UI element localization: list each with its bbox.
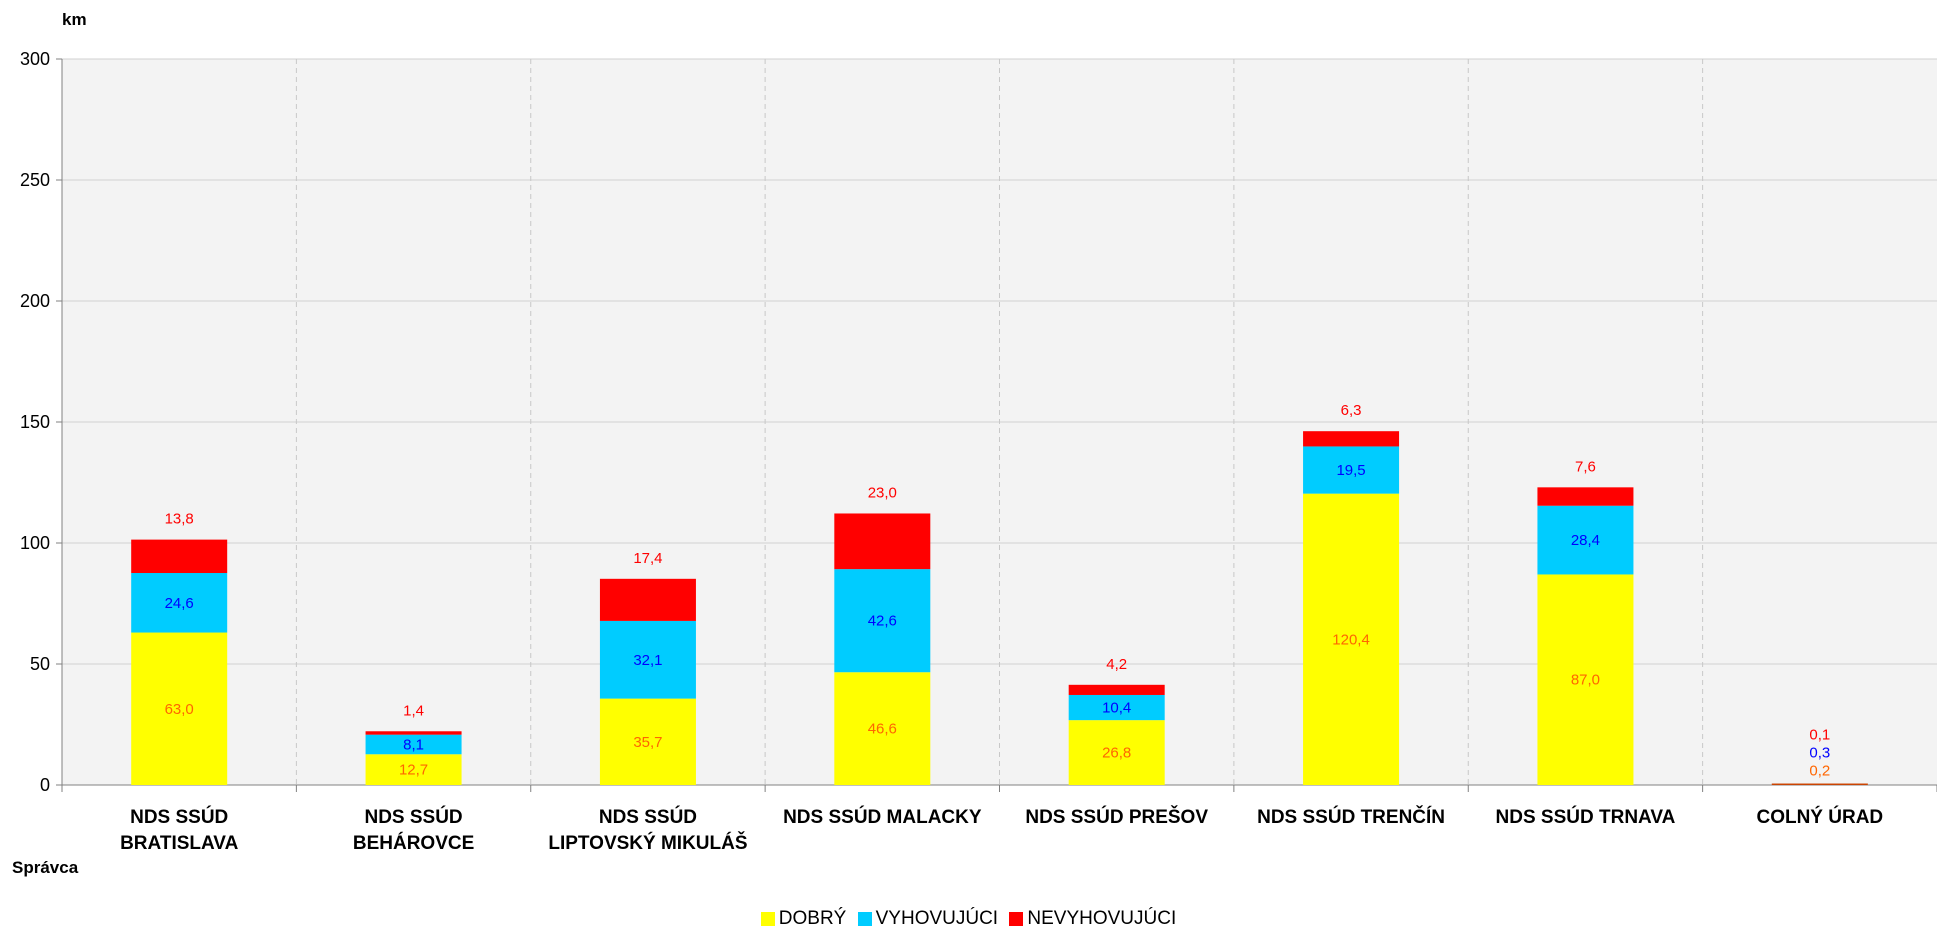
bar-segment	[131, 573, 228, 633]
bar-segment	[1068, 694, 1165, 721]
y-tick-label: 300	[20, 49, 50, 69]
data-label: 35,7	[633, 734, 662, 751]
x-tick-label-line: NDS SSÚD MALACKY	[783, 806, 982, 828]
x-tick-label-line: NDS SSÚD PREŠOV	[1025, 806, 1208, 828]
bar-segment	[834, 672, 931, 785]
x-tick-label-line: NDS SSÚD	[364, 806, 462, 828]
bar-segment	[1771, 783, 1868, 785]
bar-segment	[599, 698, 696, 785]
data-label: 46,6	[868, 721, 897, 738]
bar-segment	[1068, 720, 1165, 785]
x-tick-label-line: NDS SSÚD TRENČÍN	[1257, 806, 1445, 828]
x-tick-label-line: COLNÝ ÚRAD	[1756, 806, 1883, 828]
bar-segment	[1771, 784, 1868, 786]
legend-item-nevyhovujuci: NEVYHOVUJÚCI	[1009, 908, 1176, 930]
data-label: 32,1	[633, 652, 662, 669]
x-tick-label-line: NDS SSÚD	[130, 806, 228, 828]
y-tick-label: 0	[40, 775, 50, 795]
bar-segment	[131, 539, 228, 574]
x-tick-label: NDS SSÚD PREŠOV	[1025, 806, 1208, 828]
x-tick-label: COLNÝ ÚRAD	[1756, 806, 1883, 828]
x-tick-label: NDS SSÚD LIPTOVSKÝ MIKULÁŠ	[548, 806, 747, 854]
data-label: 63,0	[165, 701, 194, 718]
data-label: 17,4	[633, 550, 662, 567]
grid-lines	[62, 58, 1937, 785]
y-tick-label: 150	[20, 412, 50, 432]
x-tick-label-line: LIPTOVSKÝ MIKULÁŠ	[548, 832, 747, 854]
data-label: 24,6	[165, 595, 194, 612]
data-label: 0,1	[1809, 727, 1830, 744]
data-label: 26,8	[1102, 745, 1131, 762]
data-label: 0,3	[1809, 745, 1830, 762]
bar-segment	[1771, 783, 1868, 785]
x-axis-label: Správca	[12, 858, 79, 877]
bar-segment	[834, 513, 931, 570]
bar-segment	[834, 569, 931, 673]
legend-label-dobry: DOBRÝ	[778, 908, 847, 929]
data-label: 13,8	[165, 511, 194, 528]
bar-segment	[1537, 487, 1634, 506]
bars	[131, 431, 1868, 786]
y-tick-label: 50	[30, 654, 50, 674]
bar-segment	[1303, 431, 1400, 447]
legend-item-vyhovujuci: VYHOVUJÚCI	[857, 908, 999, 930]
data-label: 28,4	[1571, 532, 1600, 549]
x-tick-label-line: BEHÁROVCE	[353, 832, 474, 854]
x-tick-label-line: NDS SSÚD TRNAVA	[1496, 806, 1676, 828]
bar-segment	[365, 734, 462, 755]
y-tick-label: 200	[20, 291, 50, 311]
legend-item-dobry: DOBRÝ	[760, 908, 847, 930]
legend: DOBRÝ VYHOVUJÚCI NEVYHOVUJÚCI	[0, 908, 1937, 932]
x-tick-label: NDS SSÚD BRATISLAVA	[120, 806, 238, 854]
y-tick-label: 250	[20, 170, 50, 190]
x-tick-label: NDS SSÚD BEHÁROVCE	[353, 806, 474, 854]
data-label: 10,4	[1102, 700, 1131, 717]
legend-label-vyhovujuci: VYHOVUJÚCI	[875, 908, 999, 929]
legend-swatch-vyhovujuci	[857, 912, 872, 926]
bar-segment	[1303, 446, 1400, 494]
bar-segment	[131, 632, 228, 785]
data-label: 120,4	[1332, 631, 1370, 648]
bar-segment	[1068, 684, 1165, 695]
data-label: 42,6	[868, 613, 897, 630]
data-label: 4,2	[1106, 656, 1127, 673]
data-label: 87,0	[1571, 672, 1600, 689]
data-labels: 63,0 24,6 13,8 12,7 8,1 1,4 35,7 32,1 17,4 46,6 42…	[165, 402, 1831, 779]
bar-segment	[365, 731, 462, 735]
bar-segment	[599, 578, 696, 621]
x-tick-label: NDS SSÚD TRNAVA	[1496, 806, 1676, 828]
bar-segment	[599, 620, 696, 699]
y-tick-label: 100	[20, 533, 50, 553]
bar-segment	[1303, 493, 1400, 785]
y-axis-label: km	[62, 10, 87, 29]
data-label: 1,4	[403, 702, 424, 719]
legend-swatch-nevyhovujuci	[1009, 912, 1024, 926]
data-label: 6,3	[1341, 402, 1362, 419]
bar-segment	[1537, 574, 1634, 785]
data-label: 12,7	[399, 762, 428, 779]
bar-segment	[1537, 505, 1634, 575]
x-tick-label-line: BRATISLAVA	[120, 833, 238, 854]
data-label: 19,5	[1336, 462, 1365, 479]
data-label: 7,6	[1575, 458, 1596, 475]
x-tick-label-line: NDS SSÚD	[599, 806, 697, 828]
x-tick-label: NDS SSÚD MALACKY	[783, 806, 982, 828]
x-tick-label: NDS SSÚD TRENČÍN	[1257, 806, 1445, 828]
legend-swatch-dobry	[760, 912, 775, 926]
data-label: 0,2	[1809, 763, 1830, 780]
legend-label-nevyhovujuci: NEVYHOVUJÚCI	[1027, 908, 1177, 929]
data-label: 23,0	[868, 484, 897, 501]
bar-segment	[365, 754, 462, 785]
data-label: 8,1	[403, 736, 424, 753]
